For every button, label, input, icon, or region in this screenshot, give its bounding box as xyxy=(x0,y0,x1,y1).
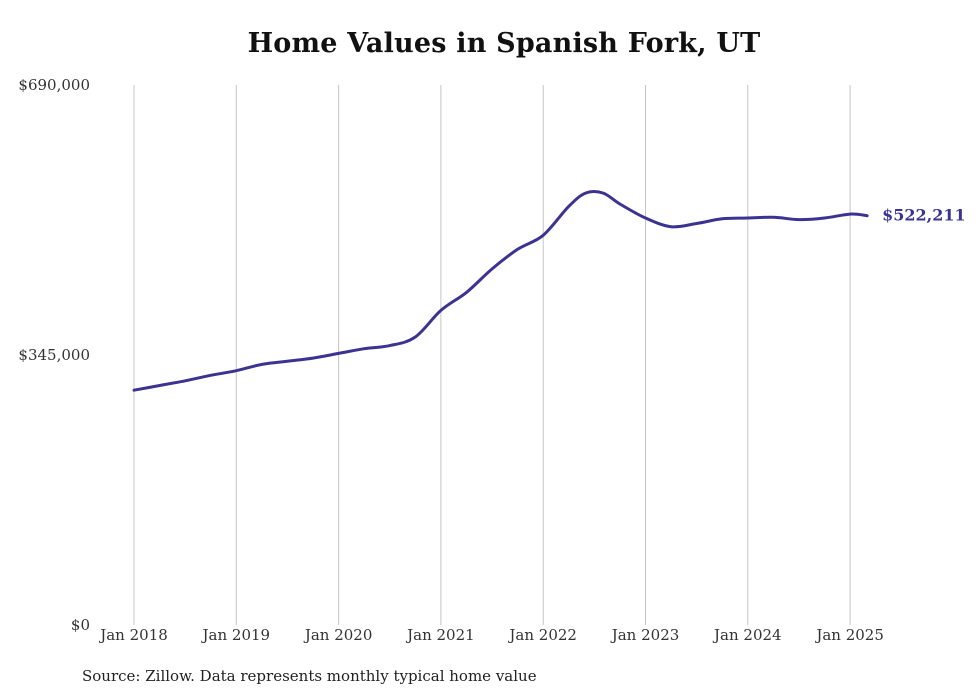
grid-lines xyxy=(133,85,851,625)
y-tick-label-690000: $690,000 xyxy=(18,76,90,94)
axis-labels: Jan 2018 Jan 2019 Jan 2020 Jan 2021 Jan 2022… xyxy=(18,76,883,644)
line-chart: Jan 2018 Jan 2019 Jan 2020 Jan 2021 Jan 2022… xyxy=(18,76,966,644)
x-tick-label-2020: Jan 2020 xyxy=(303,626,373,644)
x-tick-label-2018: Jan 2018 xyxy=(98,626,168,644)
chart-title: Home Values in Spanish Fork, UT xyxy=(247,28,761,59)
x-tick-label-2021: Jan 2021 xyxy=(405,626,475,644)
x-tick-label-2024: Jan 2024 xyxy=(712,626,782,644)
x-tick-label-2022: Jan 2022 xyxy=(507,626,577,644)
source-note: Source: Zillow. Data represents monthly … xyxy=(82,667,537,685)
x-tick-label-2023: Jan 2023 xyxy=(610,626,680,644)
x-tick-label-2025: Jan 2025 xyxy=(814,626,884,644)
x-tick-label-2019: Jan 2019 xyxy=(201,626,271,644)
series-layer: $522,211 xyxy=(132,190,966,392)
end-value-label-0: $522,211 xyxy=(882,206,966,225)
y-tick-label-0: $0 xyxy=(71,616,90,634)
series-line-0 xyxy=(132,190,869,392)
y-tick-label-345000: $345,000 xyxy=(18,346,90,364)
